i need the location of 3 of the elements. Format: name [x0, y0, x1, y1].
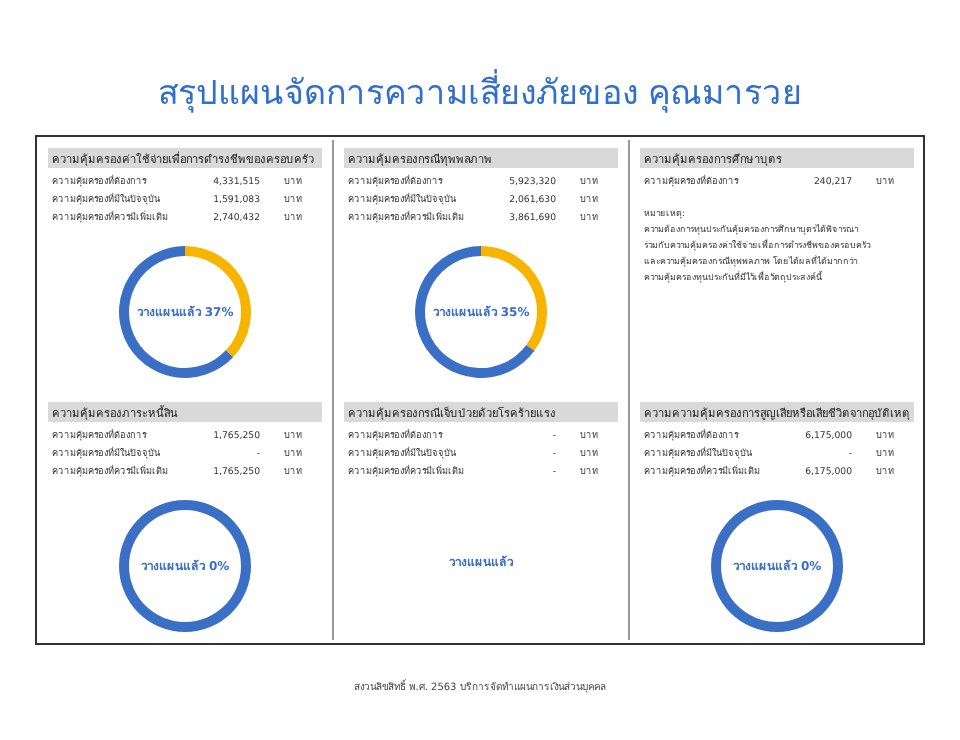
text: สรุปแผนจัดการความเสี่ยงภัยของ คุณมารวย	[157, 68, 803, 114]
donut-slice	[415, 246, 535, 378]
donut-slice	[119, 246, 234, 378]
